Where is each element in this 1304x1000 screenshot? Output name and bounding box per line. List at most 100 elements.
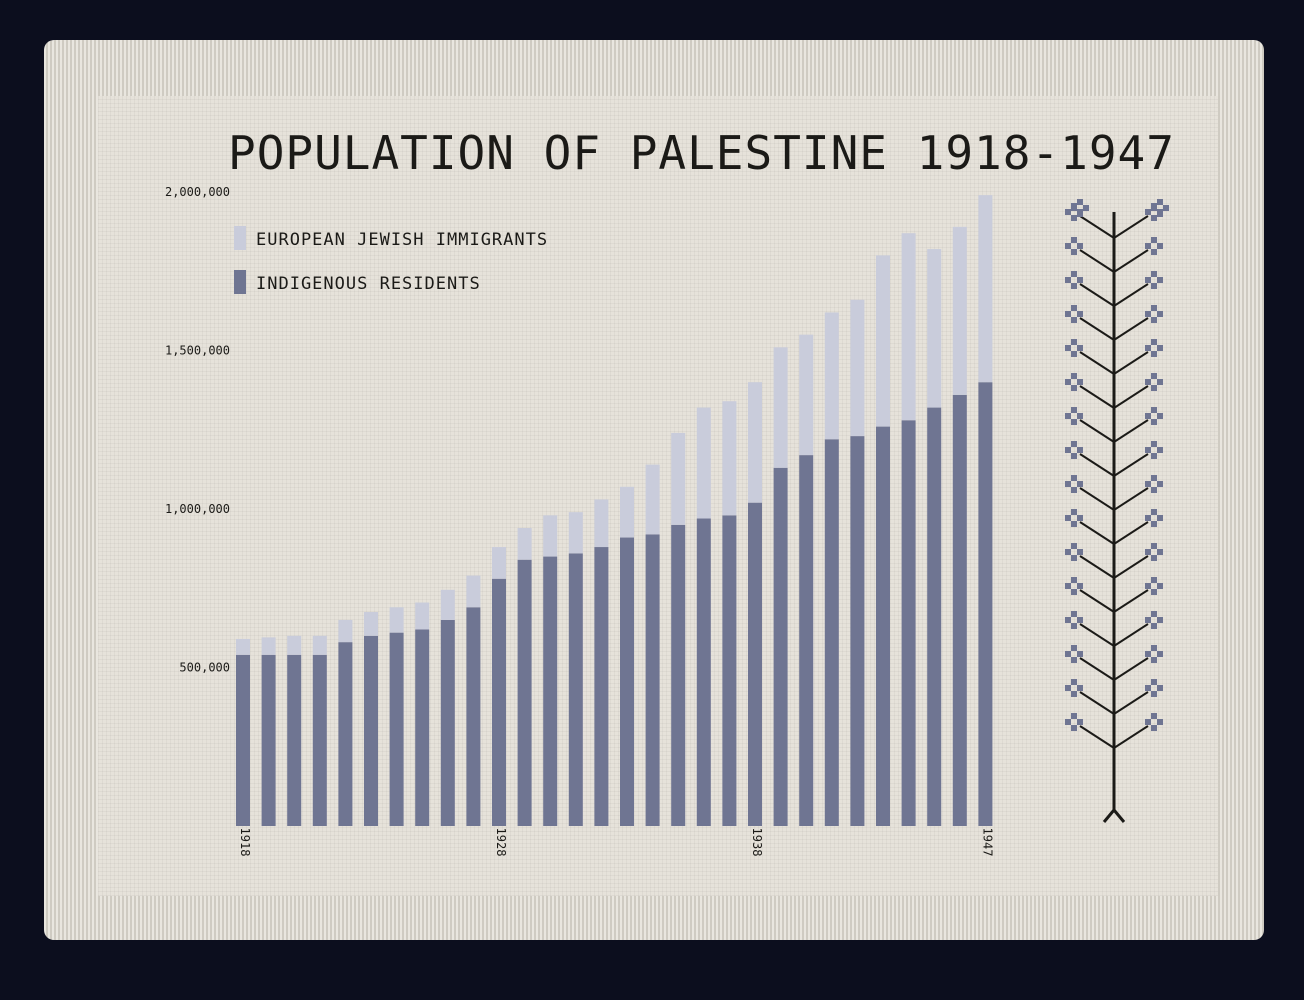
stitch xyxy=(1071,475,1077,481)
bar-european-jewish-immigrants xyxy=(594,499,609,548)
cross-stitch-motif xyxy=(1065,475,1083,493)
stitch xyxy=(1157,617,1163,623)
bar-european-jewish-immigrants xyxy=(773,347,788,468)
stitch xyxy=(1151,611,1157,617)
stitch xyxy=(1071,215,1077,221)
stitch xyxy=(1065,379,1071,385)
tree-branch xyxy=(1113,521,1149,545)
bar-indigenous-residents xyxy=(927,407,942,826)
bar-european-jewish-immigrants xyxy=(748,382,762,503)
stitch xyxy=(1157,685,1163,691)
cross-stitch-motif xyxy=(1145,713,1163,731)
stitch xyxy=(1065,413,1071,419)
stitch xyxy=(1077,413,1083,419)
stitch xyxy=(1077,277,1083,283)
cross-stitch-motif xyxy=(1145,475,1163,493)
stitch xyxy=(1151,373,1157,379)
bar-european-jewish-immigrants xyxy=(722,401,737,516)
cross-stitch-motif xyxy=(1145,373,1163,391)
legend-label: EUROPEAN JEWISH IMMIGRANTS xyxy=(256,230,548,250)
stitch xyxy=(1145,209,1151,215)
stitch xyxy=(1071,509,1077,515)
bar-european-jewish-immigrants xyxy=(517,528,532,560)
stitch xyxy=(1065,447,1071,453)
tree-branch xyxy=(1079,283,1115,307)
bar-european-jewish-immigrants xyxy=(620,486,634,538)
x-axis: 1918 1928 1938 1947 xyxy=(238,828,994,857)
cross-stitch-motif xyxy=(1145,441,1163,459)
tree-branch xyxy=(1113,691,1149,715)
stitch xyxy=(1083,205,1089,211)
stitch xyxy=(1145,447,1151,453)
stitch xyxy=(1157,447,1163,453)
stitch xyxy=(1151,205,1157,211)
stitch xyxy=(1151,351,1157,357)
tree-branch xyxy=(1079,521,1115,545)
tree-branch xyxy=(1113,215,1149,239)
stitch xyxy=(1151,691,1157,697)
cross-stitch-motif xyxy=(1065,543,1083,561)
stitch xyxy=(1151,317,1157,323)
bar-european-jewish-immigrants xyxy=(978,195,993,383)
bar-indigenous-residents xyxy=(312,654,327,826)
stitch xyxy=(1071,657,1077,663)
stitch xyxy=(1071,521,1077,527)
tree-branch xyxy=(1113,487,1149,511)
tree-branch xyxy=(1113,351,1149,375)
stitch xyxy=(1145,719,1151,725)
cross-stitch-motif xyxy=(1145,237,1163,255)
stitch xyxy=(1145,311,1151,317)
bar-european-jewish-immigrants xyxy=(824,312,839,440)
legend-label: INDIGENOUS RESIDENTS xyxy=(256,274,481,294)
stitch xyxy=(1071,487,1077,493)
stitch xyxy=(1071,543,1077,549)
bars xyxy=(236,195,993,826)
stitch xyxy=(1151,555,1157,561)
stitch xyxy=(1071,237,1077,243)
bar-indigenous-residents xyxy=(389,632,404,826)
stitch xyxy=(1071,725,1077,731)
cross-stitch-motif xyxy=(1145,679,1163,697)
bar-european-jewish-immigrants xyxy=(415,602,430,630)
legend: EUROPEAN JEWISH IMMIGRANTS INDIGENOUS RES… xyxy=(234,226,548,294)
bar-european-jewish-immigrants xyxy=(261,637,276,655)
cross-stitch-motif xyxy=(1065,679,1083,697)
bar-european-jewish-immigrants xyxy=(364,612,378,636)
bar-indigenous-residents xyxy=(722,515,737,826)
x-tick-label: 1928 xyxy=(494,828,508,857)
stitch xyxy=(1151,623,1157,629)
bar-indigenous-residents xyxy=(440,619,455,826)
y-tick-label: 500,000 xyxy=(179,661,230,675)
stitch xyxy=(1157,311,1163,317)
tree-branch xyxy=(1079,623,1115,647)
bar-indigenous-residents xyxy=(978,382,993,826)
y-tick-label: 1,000,000 xyxy=(165,502,230,516)
bar-european-jewish-immigrants xyxy=(645,464,660,535)
bar-european-jewish-immigrants xyxy=(696,407,711,519)
stitch xyxy=(1077,617,1083,623)
stitch xyxy=(1151,713,1157,719)
tree-branch xyxy=(1113,385,1149,409)
bar-european-jewish-immigrants xyxy=(876,255,890,427)
bar-indigenous-residents xyxy=(415,629,430,826)
stitch xyxy=(1157,211,1163,217)
tree-branch xyxy=(1113,555,1149,579)
tree-branch xyxy=(1113,623,1149,647)
tree-branch xyxy=(1113,657,1149,681)
cross-stitch-motif xyxy=(1065,373,1083,391)
stitch xyxy=(1157,413,1163,419)
cross-stitch-motif xyxy=(1145,305,1163,323)
tree-branch xyxy=(1079,555,1115,579)
stitch xyxy=(1077,583,1083,589)
stitch xyxy=(1065,549,1071,555)
stitch xyxy=(1145,617,1151,623)
stitch xyxy=(1071,205,1077,211)
stitch xyxy=(1151,249,1157,255)
bar-european-jewish-immigrants xyxy=(492,547,506,579)
bar-european-jewish-immigrants xyxy=(312,635,327,655)
tree-branch xyxy=(1079,725,1115,749)
bar-indigenous-residents xyxy=(517,559,532,826)
bar-indigenous-residents xyxy=(952,394,967,826)
stitch xyxy=(1077,481,1083,487)
stitch xyxy=(1151,271,1157,277)
